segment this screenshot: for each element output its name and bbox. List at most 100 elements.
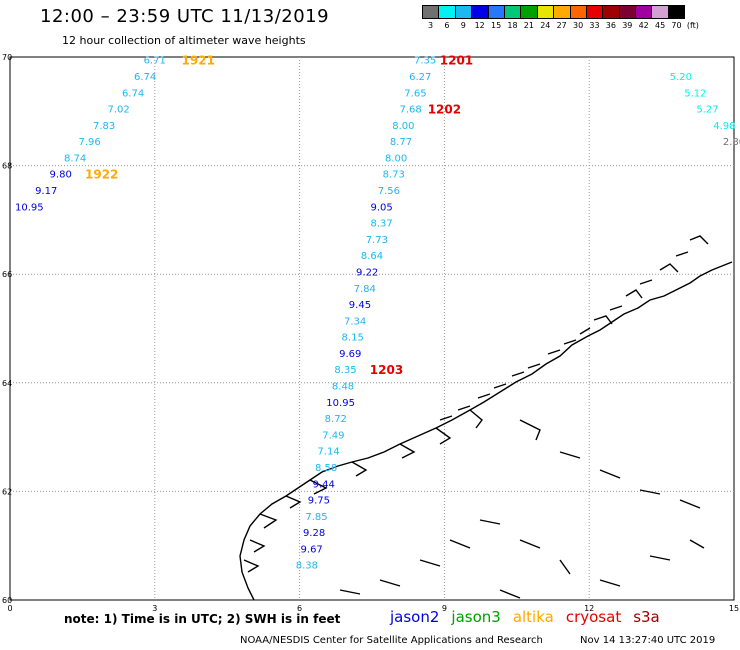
wave-height-value: 9.80: [50, 170, 72, 181]
wave-height-value: 9.05: [371, 202, 393, 213]
colorbar-cell: [667, 5, 686, 19]
coastline-mainland: [239, 261, 733, 601]
pass-time-label: 1203: [370, 363, 403, 377]
map-frame: [9, 56, 735, 601]
wave-height-value: 4.98: [713, 121, 735, 132]
chart-title: 12:00 – 23:59 UTC 11/13/2019: [40, 6, 330, 27]
lon-tick-label: 9: [442, 604, 447, 613]
wave-height-observations: 6.71 6.74 6.74 7.02 7.83 7.96 8.74 9.80 9.17 10.9…: [15, 56, 740, 572]
wave-height-value: 7.83: [93, 121, 115, 132]
coastline-inland-lakes: [339, 419, 705, 599]
colorbar-label: 27: [556, 21, 567, 30]
colorbar-label: 33: [589, 21, 600, 30]
wave-height-value: 6.74: [134, 72, 156, 83]
legend-entry-altika: altika: [512, 608, 554, 626]
colorbar-label: 42: [638, 21, 649, 30]
lat-tick-label: 64: [2, 379, 12, 388]
wave-height-value: 10.95: [15, 202, 44, 213]
wave-height-value: 9.22: [356, 267, 378, 278]
wave-height-value: 8.00: [385, 153, 407, 164]
colorbar-label: 24: [540, 21, 551, 30]
wave-height-value: 8.58: [315, 463, 337, 474]
wave-height-value: 8.77: [390, 137, 412, 148]
colorbar-labels: 3 6 9 12 15 18 21 24 27 30 33 36 39 42 45 70 (ft): [422, 21, 740, 33]
lon-tick-label: 0: [7, 604, 12, 613]
colorbar-label: 9: [460, 21, 466, 30]
wave-height-value: 8.72: [325, 414, 347, 425]
wave-height-value: 7.96: [79, 137, 101, 148]
wave-height-value: 8.15: [342, 333, 364, 344]
pass-time-label: 1202: [428, 103, 461, 117]
lat-tick-label: 70: [2, 53, 12, 62]
colorbar-label: 36: [605, 21, 616, 30]
wave-height-value: 7.49: [322, 430, 344, 441]
wave-height-value: 9.45: [349, 300, 371, 311]
wave-height-value: 8.37: [371, 219, 393, 230]
wave-height-value: 9.69: [339, 349, 361, 360]
wave-height-value: 8.64: [361, 251, 383, 262]
wave-height-value: 7.02: [107, 105, 129, 116]
chart-subtitle: 12 hour collection of altimeter wave hei…: [62, 34, 306, 47]
pass-time-label: 1922: [85, 168, 118, 182]
units-note: note: 1) Time is in UTC; 2) SWH is in fe…: [64, 612, 341, 626]
pass-time-labels: 1921 1922 1201 1202 1203: [85, 54, 473, 378]
wave-height-value: 7.56: [378, 186, 400, 197]
wave-height-colorbar: [422, 5, 686, 19]
lat-tick-label: 60: [2, 596, 12, 605]
lon-tick-label: 3: [152, 604, 157, 613]
wave-height-value: 6.71: [144, 56, 166, 67]
wave-height-value: 8.74: [64, 153, 86, 164]
colorbar-label: 30: [573, 21, 584, 30]
lon-tick-label: 12: [584, 604, 594, 613]
wave-height-value: 2.80: [723, 137, 740, 148]
wave-height-value: 7.14: [317, 447, 339, 458]
wave-height-value: 7.65: [404, 88, 426, 99]
pass-time-label: 1201: [440, 54, 473, 68]
wave-height-value: 5.27: [696, 105, 718, 116]
lat-lon-grid: 0 3 6 9 12 15 70 68 66 64 62 60: [2, 53, 739, 613]
lat-tick-label: 66: [2, 270, 12, 279]
wave-height-value: 8.35: [334, 365, 356, 376]
coastline-islands: [439, 235, 709, 421]
satellite-legend: jason2 jason3 altika cryosat s3a: [390, 608, 672, 626]
colorbar-label: 6: [444, 21, 450, 30]
lat-tick-label: 68: [2, 162, 12, 171]
legend-entry-jason3: jason3: [451, 608, 501, 626]
colorbar-label: 3: [427, 21, 434, 30]
colorbar-label: (ft): [686, 21, 699, 30]
legend-entry-s3a: s3a: [633, 608, 660, 626]
wave-height-value: 7.68: [399, 105, 421, 116]
lon-tick-label: 15: [729, 604, 739, 613]
wave-height-value: 9.28: [303, 528, 325, 539]
wave-height-value: 7.84: [354, 284, 376, 295]
pass-time-label: 1921: [182, 54, 215, 68]
wave-height-value: 8.00: [392, 121, 414, 132]
lat-tick-label: 62: [2, 487, 12, 496]
colorbar-label: 45: [655, 21, 666, 30]
wave-height-value: 7.34: [344, 316, 366, 327]
coastline-fjords: [243, 409, 483, 573]
colorbar-label: 39: [622, 21, 633, 30]
wave-height-value: 8.48: [332, 382, 354, 393]
wave-height-value: 5.20: [670, 72, 692, 83]
legend-entry-cryosat: cryosat: [565, 608, 622, 626]
credit-text: NOAA/NESDIS Center for Satellite Applica…: [240, 635, 543, 646]
colorbar-label: 70: [671, 21, 682, 30]
wave-height-value: 7.35: [414, 56, 436, 67]
wave-height-value: 7.73: [366, 235, 388, 246]
wave-height-value: 9.17: [35, 186, 57, 197]
colorbar-label: 12: [474, 21, 485, 30]
lon-tick-label: 6: [297, 604, 302, 613]
wave-height-value: 9.44: [313, 479, 335, 490]
colorbar-label: 15: [491, 21, 502, 30]
wave-height-value: 5.12: [684, 88, 706, 99]
wave-height-value: 9.75: [308, 496, 330, 507]
wave-height-value: 6.74: [122, 88, 144, 99]
wave-height-value: 10.95: [326, 398, 355, 409]
wave-height-value: 8.73: [383, 170, 405, 181]
wave-height-value: 6.27: [409, 72, 431, 83]
coastline-norway: [239, 235, 733, 601]
wave-height-value: 9.67: [301, 544, 323, 555]
colorbar-label: 18: [507, 21, 518, 30]
